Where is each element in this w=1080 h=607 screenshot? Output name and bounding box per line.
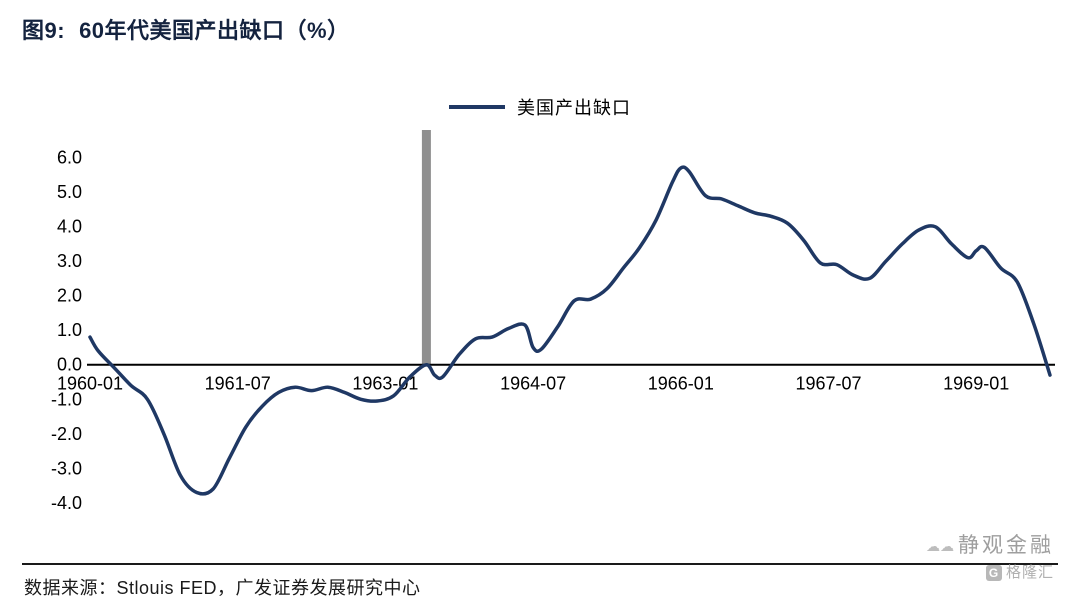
legend-line-swatch <box>449 105 505 109</box>
y-tick-label: -2.0 <box>51 424 82 444</box>
y-tick-label: 4.0 <box>57 217 82 237</box>
y-tick-label: -3.0 <box>51 458 82 478</box>
data-source-text: 数据来源：Stlouis FED，广发证券发展研究中心 <box>24 578 421 598</box>
footer-divider <box>22 563 1058 565</box>
figure-title-text: 60年代美国产出缺口（%） <box>79 18 350 43</box>
page-title: 图9: 60年代美国产出缺口（%） <box>22 13 350 45</box>
y-tick-label: -4.0 <box>51 493 82 513</box>
x-tick-label: 1969-01 <box>943 374 1009 394</box>
x-tick-label: 1967-07 <box>795 374 861 394</box>
event-marker-bar <box>421 130 431 365</box>
legend-series-label: 美国产出缺口 <box>517 98 631 118</box>
watermark-name: 静观金融 <box>958 534 1054 557</box>
y-tick-label: 0.0 <box>57 355 82 375</box>
watermark-logo-text: 格隆汇 <box>1005 564 1054 582</box>
watermark-logo-row: G 格隆汇 <box>926 563 1054 583</box>
watermark-name-row: ☁☁ 静观金融 <box>926 532 1054 559</box>
figure-number-label: 图9: <box>22 18 66 43</box>
output-gap-line <box>88 165 1052 496</box>
y-tick-label: 5.0 <box>57 182 82 202</box>
y-tick-label: -1.0 <box>51 389 82 409</box>
x-tick-label: 1960-01 <box>57 374 123 394</box>
watermark: ☁☁ 静观金融 G 格隆汇 <box>926 532 1054 583</box>
gelonghui-logo-icon: G <box>985 565 1002 582</box>
x-tick-label: 1966-01 <box>648 374 714 394</box>
y-tick-label: 3.0 <box>57 251 82 271</box>
y-tick-label: 1.0 <box>57 320 82 340</box>
chart-legend: 美国产出缺口 <box>449 94 631 120</box>
cloud-icon: ☁☁ <box>926 537 954 554</box>
x-tick-label: 1964-07 <box>500 374 566 394</box>
y-tick-label: 6.0 <box>57 148 82 168</box>
x-tick-label: 1961-07 <box>205 374 271 394</box>
y-tick-label: 2.0 <box>57 286 82 306</box>
